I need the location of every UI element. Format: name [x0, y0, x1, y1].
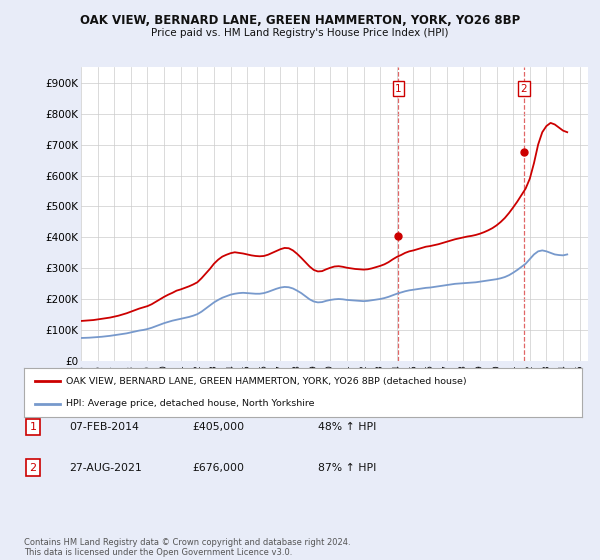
Text: 1: 1	[29, 422, 37, 432]
Text: Contains HM Land Registry data © Crown copyright and database right 2024.
This d: Contains HM Land Registry data © Crown c…	[24, 538, 350, 557]
Text: 1: 1	[395, 84, 402, 94]
Text: 87% ↑ HPI: 87% ↑ HPI	[318, 463, 376, 473]
Text: 2: 2	[29, 463, 37, 473]
Text: 27-AUG-2021: 27-AUG-2021	[69, 463, 142, 473]
Text: 48% ↑ HPI: 48% ↑ HPI	[318, 422, 376, 432]
Text: £676,000: £676,000	[192, 463, 244, 473]
Text: Price paid vs. HM Land Registry's House Price Index (HPI): Price paid vs. HM Land Registry's House …	[151, 28, 449, 38]
Text: £405,000: £405,000	[192, 422, 244, 432]
Text: 07-FEB-2014: 07-FEB-2014	[69, 422, 139, 432]
Text: HPI: Average price, detached house, North Yorkshire: HPI: Average price, detached house, Nort…	[66, 399, 314, 408]
Text: OAK VIEW, BERNARD LANE, GREEN HAMMERTON, YORK, YO26 8BP: OAK VIEW, BERNARD LANE, GREEN HAMMERTON,…	[80, 14, 520, 27]
Text: 2: 2	[521, 84, 527, 94]
Text: OAK VIEW, BERNARD LANE, GREEN HAMMERTON, YORK, YO26 8BP (detached house): OAK VIEW, BERNARD LANE, GREEN HAMMERTON,…	[66, 377, 466, 386]
